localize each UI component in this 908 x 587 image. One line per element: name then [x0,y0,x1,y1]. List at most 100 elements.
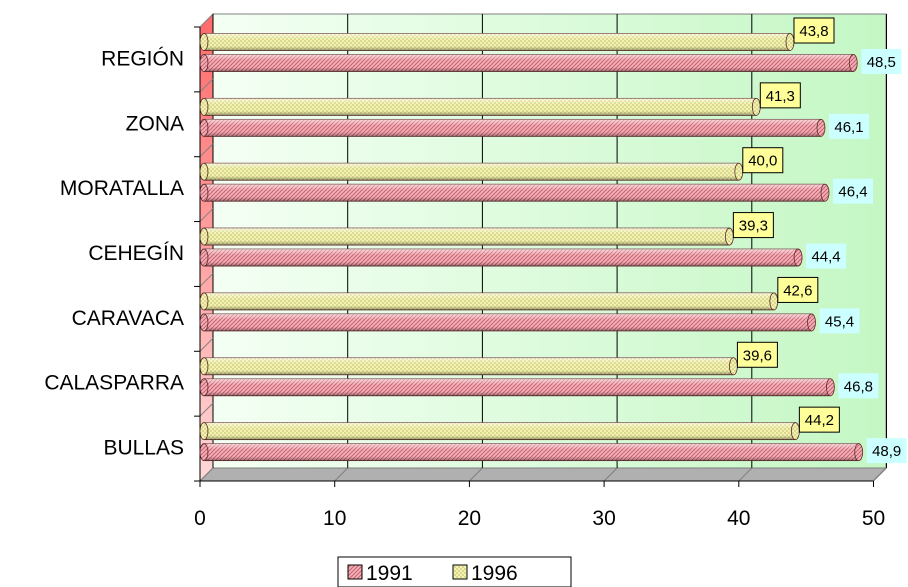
bar-1996-base [199,33,209,51]
data-label-1996: 39,3 [732,212,774,239]
bar-1996 [199,292,779,311]
data-label-1991: 46,8 [838,373,879,399]
data-label-1991-box [833,178,874,204]
data-label-1991: 48,9 [866,438,907,464]
data-label-1996: 39,6 [736,341,778,368]
data-label-1996-box [742,147,784,174]
side-gridline [199,143,214,158]
bar-1996-cap [729,357,738,376]
bar-1991 [199,313,816,332]
bar-1991 [199,443,864,462]
bar-1991-cap [820,183,830,202]
bar-1991-shade [204,54,854,72]
data-label-1996-text: 44,2 [805,412,834,429]
bar-1991-shade [204,313,812,331]
category-label: MORATALLA [60,177,184,200]
data-label-1991: 46,1 [828,113,869,139]
floor-gridline [199,467,214,482]
data-label-1991: 44,4 [806,243,847,269]
data-label-1991-text: 46,8 [844,378,873,395]
bar-1996-base [199,422,209,441]
data-label-1996-text: 39,6 [743,347,772,364]
bar-1996-base [199,357,209,376]
category-label: CEHEGÍN [88,242,184,265]
bar-1996-shade [204,33,790,51]
side-gridline [199,337,214,352]
data-label-1991-box [806,243,847,269]
data-labels: 44,2 48,9 39,6 46,8 42,6 45,4 39,3 44,4 40,0 46,4… [732,17,907,464]
x-tick-label: 50 [862,507,885,530]
bar-1996 [199,422,800,441]
side-gridline [199,402,214,417]
bar-1991 [199,378,835,397]
floor [198,467,888,482]
data-label-1991-box [828,113,869,139]
bar-1996-shade [204,228,730,246]
floor-gridline [873,467,887,482]
bar-1991-cap [816,118,826,137]
bar-1996-cap [785,33,795,51]
data-label-1996: 44,2 [798,406,840,433]
bar-1996-shade [204,98,757,116]
floor-gridline [469,467,483,482]
bar-1996-cap [769,292,779,311]
category-labels: BULLAS CALASPARRA CARAVACA CEHEGÍN MORATALLA… [44,47,184,459]
bar-1996-shade [204,163,739,181]
data-label-1996: 40,0 [742,147,784,174]
data-label-1991-text: 44,4 [811,249,840,266]
data-label-1991-box [861,49,902,74]
data-label-1996: 41,3 [759,82,801,109]
data-label-1996-box [777,276,819,303]
bar-1996-shade [204,422,796,440]
side-gridline [199,78,214,93]
data-label-1996-box [736,341,778,368]
data-label-1996: 42,6 [777,276,819,303]
bar-1996-base [199,97,209,116]
bar-1996 [199,33,795,51]
data-label-1996-text: 42,6 [783,282,812,299]
x-tick-label: 30 [592,507,615,530]
legend-label: 1991 [366,562,413,585]
floor-gridline [738,467,753,482]
bar-1991-cap [793,248,803,267]
bar-1991 [199,54,858,72]
bar-1996 [199,162,744,181]
bar-1991-base [199,183,209,202]
side-wall [199,12,214,483]
bar-1991-base [199,313,209,332]
data-label-1991: 45,4 [819,308,860,334]
x-tick-label: 0 [194,507,206,530]
data-label-1991-text: 48,5 [867,54,896,71]
data-label-1991-box [866,438,907,464]
bar-1991-base [199,378,209,397]
bar-1991-shade [204,119,821,137]
floor-gridline [334,467,349,482]
data-label-1996-box [759,82,801,109]
data-label-1991-text: 48,9 [872,443,901,460]
category-label: ZONA [126,112,184,135]
x-tick-label: 10 [323,507,346,530]
legend: 1991 1996 [337,556,572,587]
bar-1996-cap [724,227,734,246]
bar-1996 [199,357,738,376]
bars [199,33,864,462]
bar-1996-base [199,292,209,311]
data-label-1991: 46,4 [833,178,874,204]
floor-gridline [603,467,618,482]
data-label-1991-box [819,308,860,334]
data-label-1996-text: 43,8 [799,23,828,40]
data-label-1996-text: 41,3 [766,88,795,105]
x-tick-label: 40 [727,507,750,530]
data-label-1991-text: 46,1 [834,119,863,136]
data-label-1996-text: 40,0 [748,153,777,170]
bar-1991-base [199,54,209,72]
x-tick-label: 20 [458,507,481,530]
bar-1991-shade [204,378,831,396]
bar-1996-shade [204,292,774,310]
bar-1991-shade [204,249,799,267]
bar-1991 [199,183,830,202]
category-label: CARAVACA [72,307,184,330]
legend-label: 1996 [471,562,518,585]
bar-1996-base [199,162,209,181]
